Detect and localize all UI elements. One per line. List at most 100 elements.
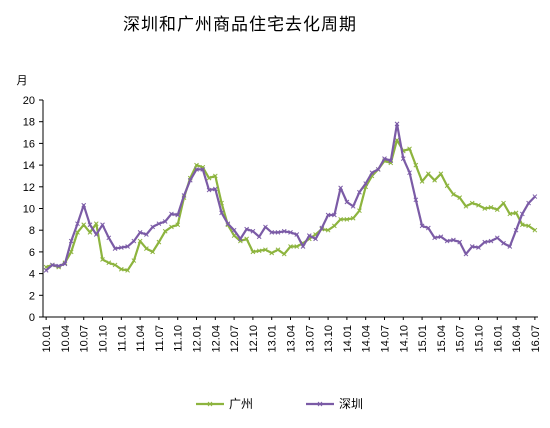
data-point [281,251,287,257]
data-point [75,221,80,227]
data-point [444,183,450,189]
data-point [112,246,118,251]
y-tick-label: 4 [29,269,35,281]
data-point [469,200,475,206]
x-tick-label: 14.10 [398,325,410,353]
data-point [294,232,300,237]
data-point [407,170,412,176]
data-point [250,249,256,255]
data-point [357,208,362,214]
data-point [476,202,481,208]
y-tick-label: 2 [29,290,35,302]
data-point [413,162,419,168]
data-point [507,211,513,217]
x-tick-label: 15.10 [473,325,485,353]
y-axis-unit: 月 [17,74,28,87]
data-point [413,197,419,203]
y-tick-label: 8 [29,225,35,237]
x-tick-label: 13.04 [286,325,298,353]
x-tick-label: 10.07 [79,325,91,353]
data-point [451,237,456,243]
legend-label: 广州 [229,397,253,411]
data-point [419,179,425,184]
data-point [338,216,343,222]
data-point [463,251,469,257]
data-point [306,233,312,238]
legend-marker [317,401,323,407]
x-tick-label: 13.07 [304,325,316,353]
data-point [425,171,431,177]
data-point [62,261,68,267]
data-point [175,212,181,218]
data-point [507,244,513,249]
x-tick-label: 11.04 [135,325,147,352]
y-tick-label: 20 [23,95,35,107]
data-point [363,181,369,186]
data-point [532,227,538,233]
data-point [150,224,156,230]
data-point [87,222,93,228]
data-point [144,246,149,251]
data-point [313,236,318,242]
data-point [388,158,394,164]
data-point [131,238,137,244]
x-tick-label: 16.04 [511,325,523,353]
data-point [407,146,412,152]
x-axis-ticks: 10.01 10.04 10.07 10.10 11.01 11.04 11.07 11.10… [41,317,542,353]
y-axis-ticks: 0 2 4 6 8 10 12 14 16 18 20 [23,95,43,324]
y-tick-label: 12 [23,182,35,194]
data-point [212,173,218,179]
data-point [275,230,281,235]
data-point [106,235,112,241]
x-tick-label: 13.10 [323,325,335,353]
legend: 广州 深圳 [196,397,363,411]
data-point [332,212,337,218]
x-tick-label: 10.04 [60,325,72,353]
data-point [526,200,531,206]
data-point [156,239,162,245]
series-line [45,122,536,272]
data-point [275,247,281,253]
data-point [200,167,206,172]
data-point [206,187,212,193]
data-point [394,137,400,143]
data-point [288,244,293,249]
x-tick-label: 14.07 [379,325,391,353]
data-point [50,262,55,268]
data-point [106,260,112,266]
data-point [162,219,168,224]
data-point [519,222,525,228]
data-point [219,210,224,216]
data-point [100,257,105,262]
data-point [256,248,262,254]
data-point [137,230,143,235]
x-tick-label: 16.07 [530,325,542,353]
data-point [438,171,444,177]
data-point [419,223,425,229]
data-point [256,234,262,240]
data-point [357,189,362,195]
y-tick-label: 18 [23,117,35,129]
data-point [519,211,525,217]
x-tick-label: 12.01 [192,325,204,353]
data-point [400,156,406,161]
data-point [194,162,199,168]
data-point [476,245,481,250]
data-point [225,221,231,227]
data-point [169,211,174,217]
data-point [87,230,93,235]
x-tick-label: 16.01 [492,325,504,353]
x-tick-label: 15.04 [436,325,448,353]
data-point [125,244,130,249]
data-point [244,236,249,242]
chart-title: 深圳和广州商品住宅去化周期 [123,15,357,35]
data-point [332,223,337,229]
data-point [68,249,74,255]
data-point [231,233,237,238]
x-tick-label: 12.04 [210,325,222,353]
x-tick-label: 11.01 [116,325,128,352]
data-point [263,247,268,253]
data-point [350,203,356,209]
x-tick-label: 10.01 [41,325,53,353]
